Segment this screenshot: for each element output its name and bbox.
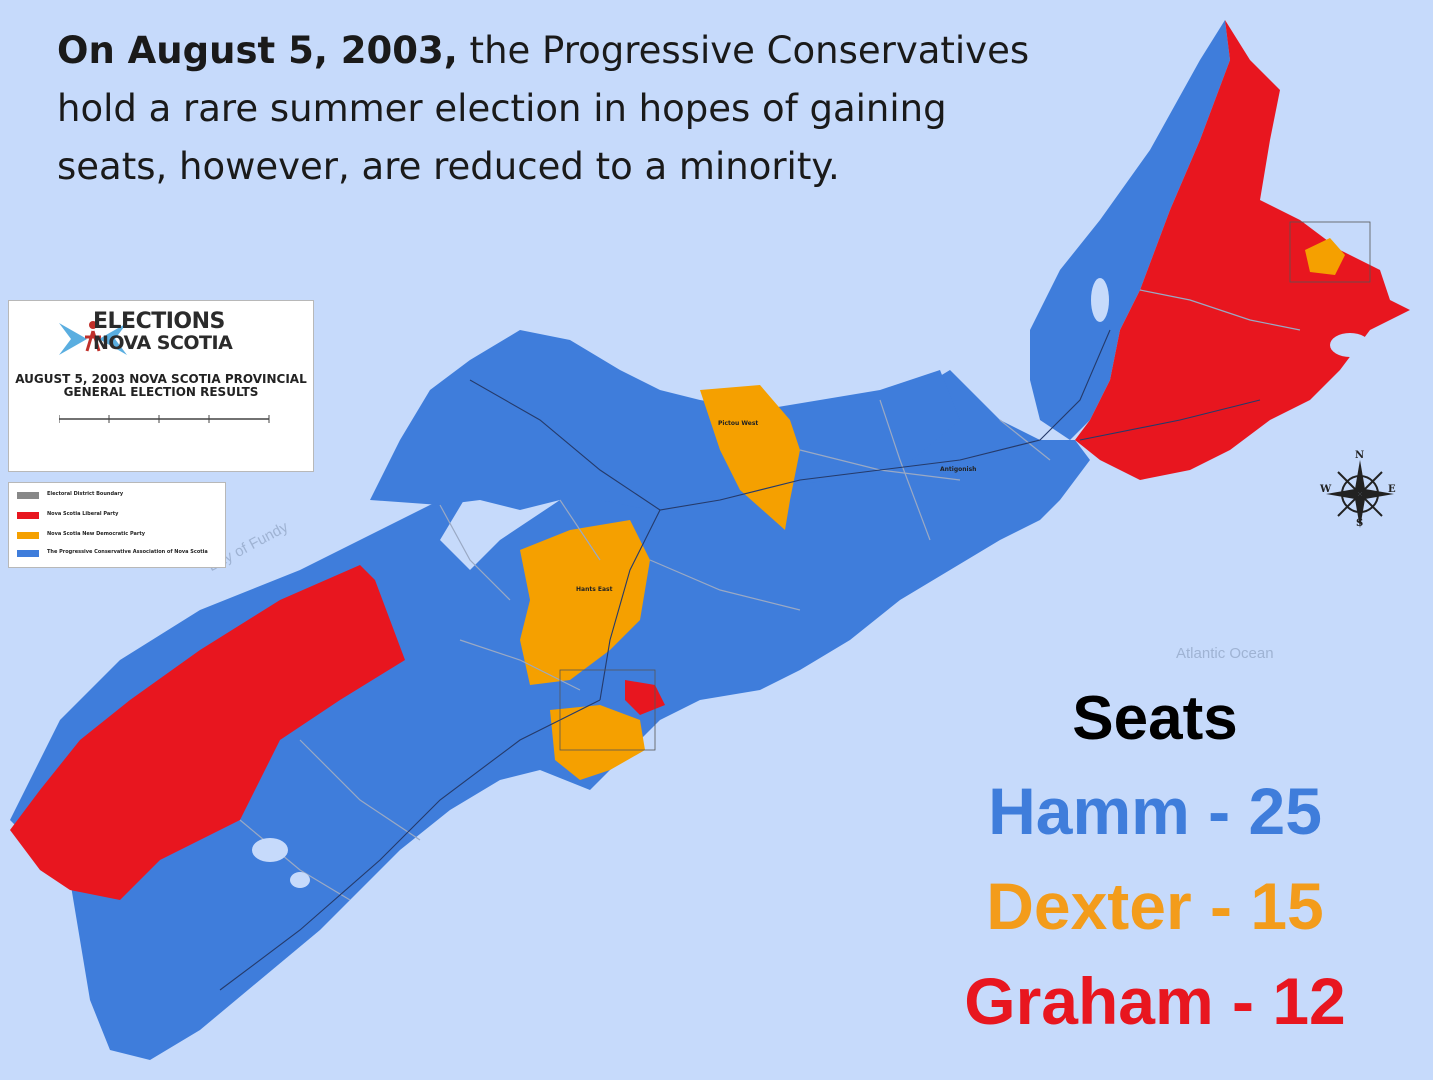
elections-nova-scotia-logo bbox=[59, 321, 127, 355]
lakes bbox=[252, 278, 1370, 888]
sydney-ndp bbox=[1305, 238, 1345, 275]
description-caption: On August 5, 2003, the Progressive Conse… bbox=[57, 22, 1037, 196]
caption-text: the Progressive Conservatives hold a rar… bbox=[57, 29, 1030, 188]
map-legend-panel: ELECTIONS NOVA SCOTIA AUGUST 5, 2003 NOV… bbox=[8, 300, 314, 472]
map-title-line1: AUGUST 5, 2003 NOVA SCOTIA PROVINCIAL bbox=[15, 372, 307, 386]
cape-breton-west bbox=[1030, 20, 1230, 440]
compass-s: S bbox=[1356, 518, 1364, 529]
logo-line2: NOVA SCOTIA bbox=[93, 332, 233, 354]
seats-hamm: Hamm - 25 bbox=[988, 774, 1322, 848]
mainland-region bbox=[10, 370, 1090, 1060]
compass-rose-icon bbox=[1326, 460, 1394, 528]
cape-breton-east bbox=[1075, 20, 1410, 480]
compass-w: W bbox=[1320, 484, 1332, 495]
scale-bar bbox=[59, 415, 270, 423]
key-swatch-pc bbox=[17, 550, 39, 557]
atlantic-ocean-label: Atlantic Ocean bbox=[1176, 645, 1274, 662]
map-title-line2: GENERAL ELECTION RESULTS bbox=[63, 385, 259, 399]
map-key-panel: Electoral District Boundary Nova Scotia … bbox=[8, 482, 226, 568]
pictou-ndp bbox=[700, 385, 800, 530]
key-label: Nova Scotia New Democratic Party bbox=[47, 531, 145, 537]
hants-ndp bbox=[520, 520, 650, 685]
caption-date: On August 5, 2003, bbox=[57, 29, 458, 72]
district-label-hants-east: Hants East bbox=[576, 586, 613, 593]
compass-n: N bbox=[1355, 450, 1365, 461]
district-label-antigonish: Antigonish bbox=[940, 466, 977, 473]
halifax-ndp bbox=[550, 705, 645, 780]
seats-title: Seats bbox=[1072, 684, 1238, 753]
compass-e: E bbox=[1388, 484, 1396, 495]
key-label: The Progressive Conservative Association… bbox=[47, 549, 208, 555]
key-label: Nova Scotia Liberal Party bbox=[47, 511, 119, 517]
sydney-inset-box bbox=[1289, 221, 1371, 283]
logo-line1: ELECTIONS bbox=[93, 309, 225, 334]
district-label-pictou-west: Pictou West bbox=[718, 420, 759, 427]
seats-dexter: Dexter - 15 bbox=[986, 869, 1324, 943]
key-swatch-liberal bbox=[17, 512, 39, 519]
halifax-inset-box bbox=[559, 669, 656, 751]
key-swatch-boundary bbox=[17, 492, 39, 499]
southwest-liberal bbox=[10, 565, 405, 900]
cumberland-region bbox=[370, 330, 960, 510]
map-title: AUGUST 5, 2003 NOVA SCOTIA PROVINCIAL GE… bbox=[9, 373, 313, 399]
key-swatch-ndp bbox=[17, 532, 39, 539]
key-label: Electoral District Boundary bbox=[47, 491, 124, 497]
seats-graham: Graham - 12 bbox=[964, 964, 1346, 1038]
